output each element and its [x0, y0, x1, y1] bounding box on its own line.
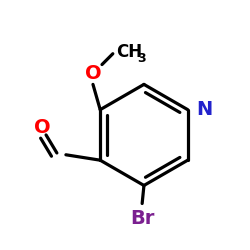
Text: CH: CH — [116, 43, 142, 61]
Text: O: O — [85, 64, 101, 83]
Text: O: O — [34, 118, 51, 137]
Text: N: N — [196, 100, 212, 119]
Text: 3: 3 — [137, 52, 146, 65]
Text: Br: Br — [130, 209, 154, 228]
